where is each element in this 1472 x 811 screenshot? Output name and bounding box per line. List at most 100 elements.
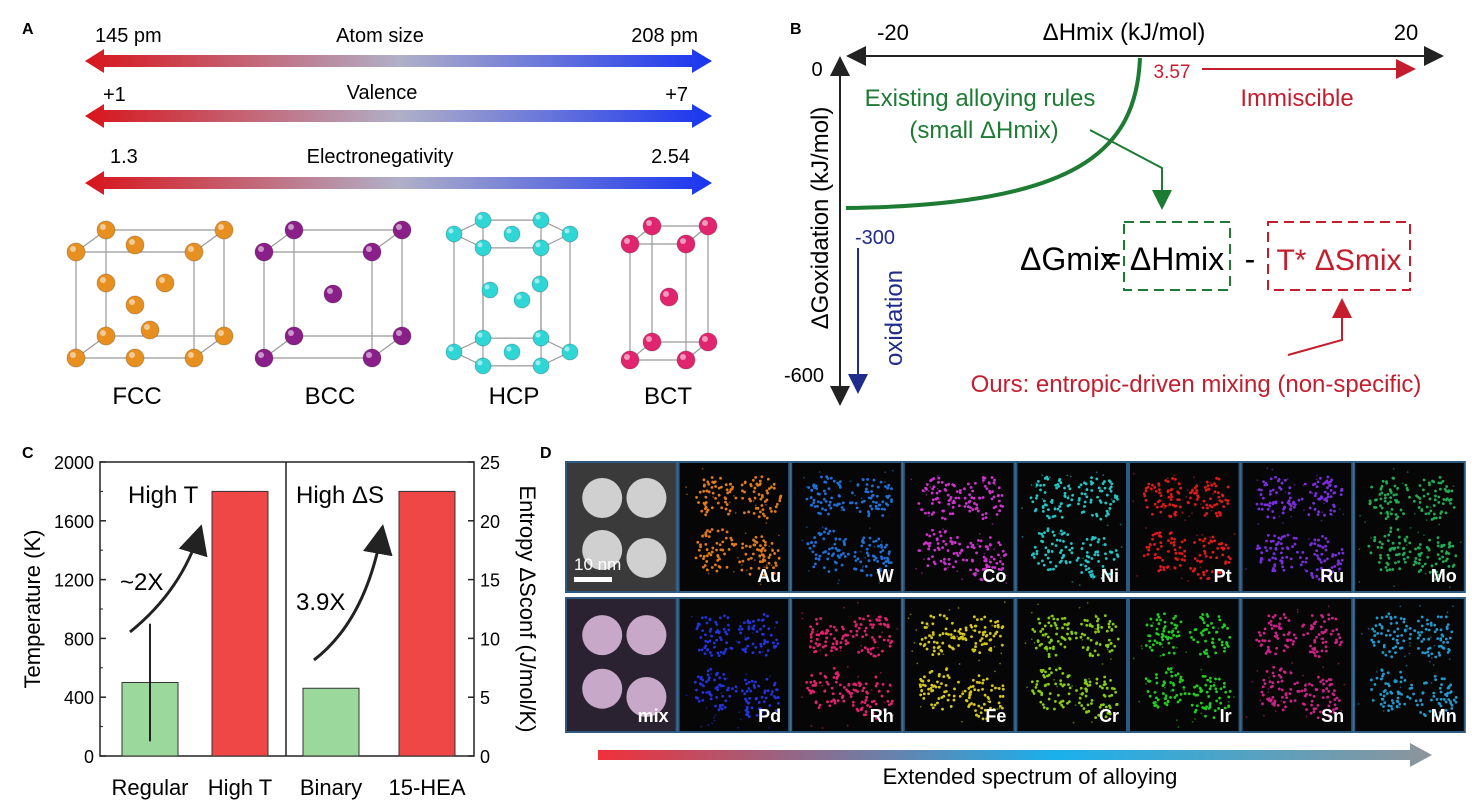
eds-dot [1058,539,1062,542]
right-tick-label: 15 [480,571,500,591]
eds-dot [1429,623,1433,627]
eds-dot [1203,549,1206,553]
eds-dot [1373,630,1377,633]
eds-dot [1434,562,1438,566]
eds-dot [746,644,750,648]
eds-dot [833,637,836,641]
structure-label-fcc: FCC [112,383,161,410]
eds-background-dot [711,722,713,725]
eds-background-dot [942,528,945,531]
eds-dot [1278,627,1281,630]
eds-background-dot [1408,652,1411,655]
eds-dot [1089,543,1092,547]
eds-background-dot [1370,537,1372,539]
eds-dot [774,709,778,713]
eds-dot [1195,489,1199,492]
eds-dot [1399,617,1403,620]
eds-dot [882,638,886,642]
eds-dot [1312,651,1316,655]
eds-dot [1412,563,1416,567]
eds-background-dot [1181,680,1184,683]
eds-dot [718,616,722,620]
eds-dot [1043,503,1047,507]
eds-tile-fe: Fe [902,597,1016,733]
eds-dot [942,694,946,698]
eds-dot [1105,493,1109,497]
eds-tile-mix: mix [565,597,678,733]
eds-dot [1316,703,1320,707]
eds-dot [1279,559,1282,563]
eds-dot [1292,536,1296,540]
eds-dot [952,694,956,698]
eds-dot [1169,696,1172,699]
eds-dot [827,512,830,516]
eds-dot [706,529,709,532]
eds-dot [1451,565,1455,568]
eds-background-dot [1161,643,1163,646]
eds-dot [747,687,751,690]
eds-dot [879,480,883,484]
eds-dot [1435,570,1439,574]
eds-dot [1153,485,1157,489]
eds-dot [1433,623,1437,627]
eds-dot [1220,500,1224,504]
eds-dot [739,631,743,635]
atom-highlight [100,330,106,336]
eds-dot [993,566,997,569]
eds-dot [868,619,872,623]
eds-dot [979,639,982,643]
eds-dot [994,620,997,624]
eds-dot [1329,632,1333,636]
eds-dot [1314,654,1317,658]
eds-background-dot [1452,485,1455,488]
eds-dot [1177,491,1181,495]
eds-dot [937,672,941,676]
eds-dot [864,710,868,714]
eds-dot [878,635,882,639]
eds-dot [1313,538,1317,542]
eds-dot [1438,476,1442,479]
eds-dot [839,646,843,649]
eds-dot [1287,632,1290,636]
eds-dot [726,491,730,495]
eds-dot [1273,534,1277,538]
eds-dot [1383,499,1387,503]
eds-dot [1263,682,1267,686]
ours-pointer-arrow [1287,298,1352,356]
eds-background-dot [1035,482,1038,485]
eds-dot [1145,623,1149,627]
eds-dot [881,682,885,686]
eds-background-dot [774,626,776,629]
eds-dot [1255,638,1259,642]
eds-dot [749,556,753,560]
eds-dot [965,558,969,562]
eds-dot [860,707,863,711]
eds-dot [1404,483,1408,487]
eds-dot [1050,542,1054,546]
eds-dot [963,504,967,508]
eds-background-dot [1177,726,1180,728]
eds-dot [1380,632,1383,635]
eds-background-dot [732,570,735,573]
eds-background-dot [1320,519,1323,522]
eds-dot [829,506,833,510]
eds-dot [816,492,820,496]
eds-dot [1202,706,1206,710]
eds-dot [809,625,813,629]
eds-background-dot [892,714,895,717]
eds-dot [1390,655,1394,659]
eds-dot [1037,617,1040,621]
eds-background-dot [1323,502,1325,505]
eds-dot [1211,535,1215,539]
nanoparticle [626,478,667,518]
eds-dot [1386,515,1390,518]
eds-dot [874,504,878,508]
eds-dot [1174,614,1177,618]
eds-dot [1039,483,1042,487]
eds-dot [1209,497,1212,501]
eds-dot [1408,696,1412,700]
eds-dot [943,530,947,534]
eds-dot [1380,616,1384,619]
oxidation-label: oxidation [881,270,908,366]
eds-dot [1434,655,1438,659]
